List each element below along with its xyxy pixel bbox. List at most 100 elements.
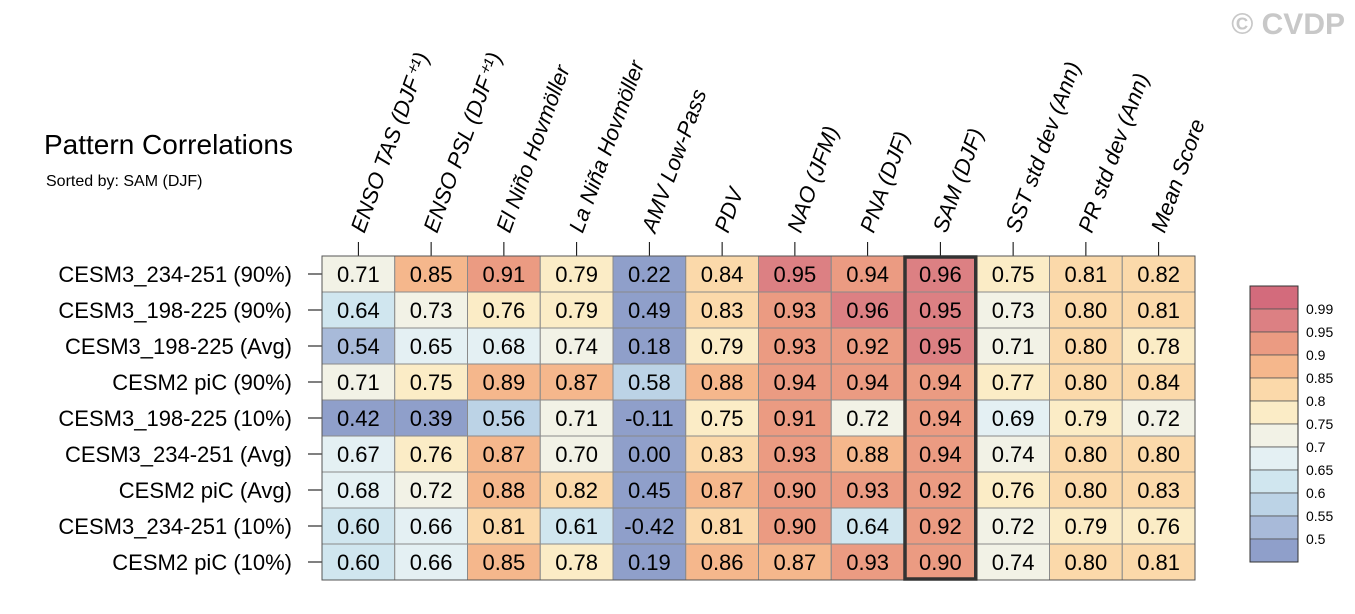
column-label: NAO (JFM)	[782, 123, 844, 236]
cell-value: 0.82	[555, 478, 598, 503]
column-label: PDV	[709, 182, 749, 235]
cell-value: 0.78	[1137, 334, 1180, 359]
cell-value: 0.54	[337, 334, 380, 359]
cell-value: 0.81	[701, 514, 744, 539]
heatmap-cell	[321, 291, 396, 329]
heatmap-cell	[830, 363, 905, 401]
cell-value: 0.74	[992, 442, 1035, 467]
cell-value: 0.90	[919, 550, 962, 575]
colorbar-box	[1249, 538, 1299, 563]
cell-value: 0.75	[701, 406, 744, 431]
heatmap-cell	[612, 363, 687, 401]
heatmap-cell	[758, 507, 832, 545]
heatmap-cell	[467, 399, 541, 437]
row-label: CESM2 piC (90%)	[112, 370, 292, 395]
heatmap-cell	[830, 507, 905, 545]
colorbar-label: 0.95	[1306, 324, 1333, 340]
heatmap-cell	[685, 543, 759, 581]
cell-value: 0.67	[337, 442, 380, 467]
heatmap-cell	[1049, 543, 1123, 581]
cell-value: 0.72	[1137, 406, 1180, 431]
heatmap-cell	[539, 471, 614, 509]
cell-value: 0.87	[482, 442, 525, 467]
cell-value: 0.19	[628, 550, 671, 575]
cell-value: 0.80	[1064, 442, 1107, 467]
cell-value: 0.94	[846, 370, 889, 395]
row-label: CESM3_234-251 (10%)	[58, 514, 292, 539]
cell-value: 0.76	[1137, 514, 1180, 539]
row-label: CESM2 piC (Avg)	[119, 478, 292, 503]
colorbar-box	[1249, 308, 1299, 333]
heatmap-cell	[976, 507, 1050, 545]
cell-value: 0.95	[919, 298, 962, 323]
cell-value: 0.82	[1137, 262, 1180, 287]
cell-value: 0.93	[846, 478, 889, 503]
column-label: AMV Low-Pass	[636, 86, 712, 238]
cell-value: 0.91	[482, 262, 525, 287]
cell-value: 0.80	[1064, 550, 1107, 575]
heatmap-cell	[976, 363, 1050, 401]
heatmap-cell	[830, 543, 905, 581]
row-label: CESM3_234-251 (Avg)	[65, 442, 292, 467]
cell-value: 0.80	[1137, 442, 1180, 467]
heatmap-cell	[321, 471, 396, 509]
heatmap-cell	[467, 291, 541, 329]
cell-value: 0.75	[410, 370, 453, 395]
column-label: Mean Score	[1146, 116, 1210, 236]
cell-value: 0.76	[992, 478, 1035, 503]
cell-value: 0.89	[482, 370, 525, 395]
column-label: PR std dev (Ann)	[1073, 70, 1154, 236]
cell-value: 0.61	[555, 514, 598, 539]
cell-value: 0.18	[628, 334, 671, 359]
cell-value: 0.87	[773, 550, 816, 575]
cell-value: 0.81	[1137, 298, 1180, 323]
heatmap-cell	[321, 435, 396, 473]
heatmap-cell	[976, 291, 1050, 329]
cell-value: 0.79	[555, 298, 598, 323]
cell-value: 0.76	[482, 298, 525, 323]
heatmap-cell	[539, 363, 614, 401]
cell-value: 0.74	[555, 334, 598, 359]
colorbar-label: 0.99	[1306, 301, 1333, 317]
cell-value: 0.87	[701, 478, 744, 503]
heatmap-cell	[758, 543, 832, 581]
heatmap-cell	[1049, 291, 1123, 329]
colorbar-label: 0.5	[1306, 531, 1326, 547]
column-label: El Niño Hovmöller	[491, 60, 575, 236]
heatmap-cell	[1049, 327, 1123, 365]
cell-value: 0.66	[410, 550, 453, 575]
heatmap-cell	[758, 399, 832, 437]
cell-value: 0.94	[846, 262, 889, 287]
row-label: CESM3_198-225 (Avg)	[65, 334, 292, 359]
cell-value: 0.72	[992, 514, 1035, 539]
cell-value: 0.60	[337, 514, 380, 539]
cell-value: 0.56	[482, 406, 525, 431]
heatmap-cell	[976, 435, 1050, 473]
cell-value: 0.83	[701, 442, 744, 467]
heatmap-cell	[903, 471, 978, 509]
column-label: SST std dev (Ann)	[1000, 58, 1085, 235]
heatmap-cell	[1049, 507, 1123, 545]
chart-subtitle: Sorted by: SAM (DJF)	[46, 173, 202, 190]
cell-value: -0.11	[625, 406, 674, 431]
column-label: La Niña Hovmöller	[564, 56, 650, 236]
colorbar-label: 0.6	[1306, 485, 1326, 501]
colorbar-frame	[1249, 285, 1299, 563]
cell-value: 0.73	[410, 298, 453, 323]
column-labels: ENSO TAS (DJF⁺¹)ENSO PSL (DJF⁺¹)El Niño …	[346, 49, 1210, 256]
cell-value: 0.84	[1137, 370, 1180, 395]
heatmap-cell	[1049, 399, 1123, 437]
heatmap-cell	[685, 471, 759, 509]
row-label: CESM3_198-225 (90%)	[58, 298, 292, 323]
cell-value: 0.79	[555, 262, 598, 287]
colorbar-label: 0.55	[1306, 508, 1333, 524]
cell-value: 0.83	[701, 298, 744, 323]
colorbar-label: 0.85	[1306, 370, 1333, 386]
row-label: CESM3_198-225 (10%)	[58, 406, 292, 431]
heatmap-cell	[1121, 435, 1196, 473]
cell-value: 0.66	[410, 514, 453, 539]
cell-value: 0.45	[628, 478, 671, 503]
heatmap-cell	[830, 435, 905, 473]
heatmap-cell	[394, 291, 468, 329]
